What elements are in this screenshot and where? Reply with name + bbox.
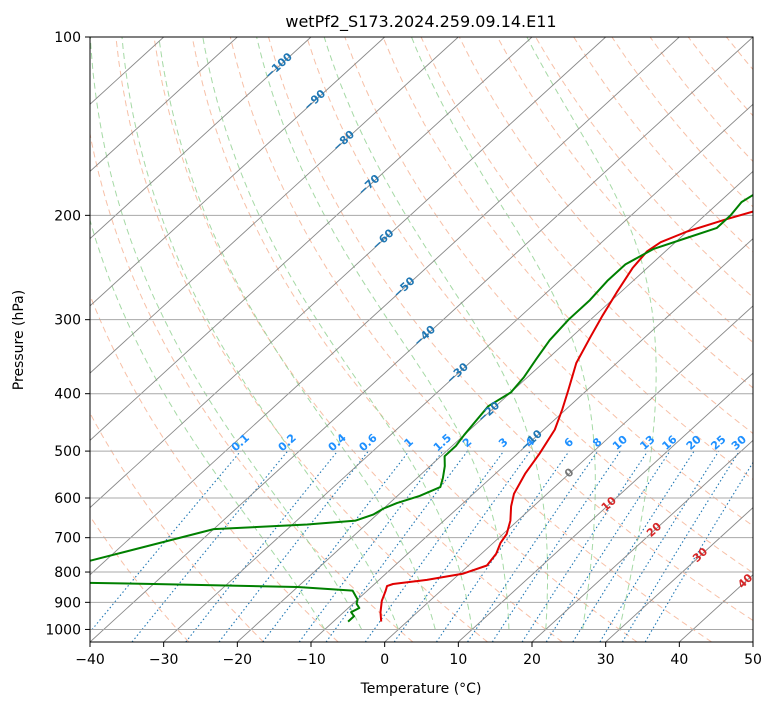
x-tick-label: −10 [296,652,326,668]
y-tick-label: 900 [54,595,81,611]
y-tick-label: 200 [54,208,81,224]
y-tick-label: 1000 [45,622,81,638]
x-tick-label: −40 [75,652,105,668]
x-tick-label: −20 [223,652,253,668]
y-tick-label: 300 [54,313,81,329]
y-axis-title: Pressure (hPa) [11,290,27,390]
x-tick-label: 20 [523,652,541,668]
y-tick-label: 100 [54,30,81,46]
x-tick-label: 40 [670,652,688,668]
x-axis-title: Temperature (°C) [360,681,482,697]
x-tick-label: −30 [149,652,179,668]
x-tick-label: 30 [597,652,615,668]
y-tick-label: 400 [54,387,81,403]
y-tick-label: 700 [54,531,81,547]
x-tick-label: 50 [744,652,762,668]
y-tick-label: 500 [54,444,81,460]
y-tick-label: 600 [54,491,81,507]
x-tick-label: 10 [449,652,467,668]
chart-title: wetPf2_S173.2024.259.09.14.E11 [285,12,556,32]
x-tick-label: 0 [380,652,389,668]
y-tick-label: 800 [54,565,81,581]
